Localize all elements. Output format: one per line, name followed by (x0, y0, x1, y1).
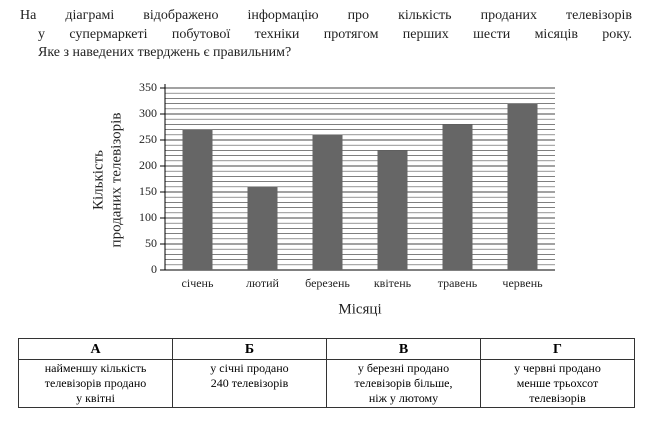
cell-line: менше трьохсот (516, 376, 599, 390)
x-tick-label: січень (182, 276, 214, 290)
cell-line: ніж у лютому (368, 391, 439, 405)
x-tick-label: лютий (246, 276, 279, 290)
cell-line: телевізорів (529, 391, 586, 405)
table-cell: у січні продано 240 телевізорів (172, 359, 327, 408)
bar (442, 124, 473, 271)
x-axis-label: Місяці (338, 301, 381, 317)
x-tick-label: червень (502, 276, 543, 290)
table-header: Б (172, 338, 327, 360)
question-line: На діаграмі відображено інформацію про к… (20, 8, 632, 23)
x-tick-label: березень (305, 276, 350, 290)
y-axis-label: Кількість (90, 150, 106, 210)
y-tick-label: 250 (139, 132, 157, 146)
y-tick-label: 50 (145, 236, 157, 250)
table-cell: найменшу кількість телевізорів продано у к… (18, 359, 173, 408)
cell-line: найменшу кількість (44, 361, 147, 375)
y-tick-label: 200 (139, 158, 157, 172)
x-tick-label: травень (438, 276, 478, 290)
y-tick-label: 0 (151, 262, 157, 276)
table-cell: у червні продано менше трьохсот телевізорі… (480, 359, 635, 408)
question-line: Яке з наведених тверджень є правильним? (38, 45, 292, 60)
x-tick-label: квітень (374, 276, 412, 290)
bar (312, 134, 343, 270)
y-tick-label: 150 (139, 184, 157, 198)
table-cell: у березні продано телевізорів більше, ніж … (326, 359, 481, 408)
table-header: В (326, 338, 481, 360)
table-header: А (18, 338, 173, 360)
cell-line: у червні продано (514, 361, 601, 375)
chart: Кількість проданих телевізорів Місяці 0 5… (90, 80, 555, 317)
bar (377, 150, 408, 270)
bar (507, 103, 538, 270)
cell-line: у січні продано (210, 361, 289, 375)
y-axis-label: проданих телевізорів (108, 113, 124, 248)
y-tick-label: 350 (139, 80, 157, 94)
cell-line: телевізорів більше, (354, 376, 453, 390)
y-tick-label: 100 (139, 210, 157, 224)
question-line: у супермаркеті побутової техніки протяго… (38, 27, 632, 42)
bar (247, 186, 278, 270)
table-header: Г (480, 338, 635, 360)
cell-line: телевізорів продано (44, 376, 147, 390)
bar (182, 129, 213, 270)
cell-line: у березні продано (357, 361, 450, 375)
cell-line: 240 телевізорів (210, 376, 289, 390)
y-tick-label: 300 (139, 106, 157, 120)
cell-line: у квітні (76, 391, 115, 405)
